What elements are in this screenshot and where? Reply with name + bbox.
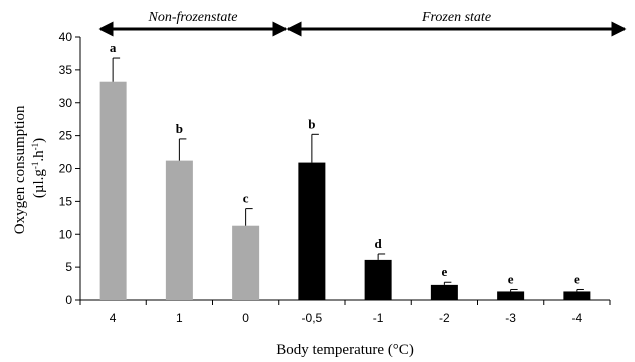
significance-label: c <box>243 191 249 206</box>
bar <box>497 291 525 300</box>
y-tick-label: 5 <box>65 260 72 274</box>
state-label: Frozen state <box>421 10 491 25</box>
bar <box>99 81 127 301</box>
significance-label: e <box>441 264 447 279</box>
significance-label: b <box>308 116 315 131</box>
x-tick-label: -3 <box>505 311 516 325</box>
y-tick-label: 15 <box>59 194 73 208</box>
significance-label: a <box>110 40 117 55</box>
bar <box>364 259 392 300</box>
significance-label: e <box>574 271 580 286</box>
y-tick-label: 35 <box>59 63 73 77</box>
y-axis-title-line1: Oxygen consumption <box>12 105 28 234</box>
bar <box>232 225 260 300</box>
y-tick-label: 30 <box>59 96 73 110</box>
x-tick-label: 1 <box>176 311 183 325</box>
y-tick-label: 20 <box>59 162 73 176</box>
x-tick-label: 0 <box>242 311 249 325</box>
y-tick-label: 10 <box>59 227 73 241</box>
x-axis-title: Body temperature (°C) <box>276 342 414 358</box>
significance-label: d <box>375 236 383 251</box>
ylabel-part-1: -1 <box>30 162 40 170</box>
y-axis-title-line2: (µl.g-1.h-1) <box>30 138 47 198</box>
ylabel-part-4: ) <box>31 138 47 143</box>
y-axis: 0 5 10 15 20 25 30 35 40 <box>59 30 81 307</box>
significance-label: e <box>508 271 514 286</box>
state-arrows: Non-frozenstate Frozen state <box>98 10 627 37</box>
bar <box>298 162 326 300</box>
bar <box>165 160 193 300</box>
x-tick-label: -2 <box>439 311 450 325</box>
ylabel-part-0: (µl.g <box>31 169 47 199</box>
y-tick-label: 25 <box>59 129 73 143</box>
x-tick-label: -4 <box>572 311 583 325</box>
x-axis: 4 1 0 -0,5 -1 -2 -3 -4 <box>79 299 611 325</box>
ylabel-part-3: -1 <box>30 143 40 151</box>
y-tick-label: 0 <box>65 293 72 307</box>
state-label: Non-frozenstate <box>148 10 238 25</box>
bar <box>563 291 591 300</box>
y-tick-label: 40 <box>59 30 73 44</box>
ylabel-part-2: .h <box>31 150 47 162</box>
bar <box>430 284 458 300</box>
y-axis-title: Oxygen consumption (µl.g-1.h-1) <box>12 102 47 235</box>
x-tick-label: -1 <box>373 311 384 325</box>
x-tick-label: 4 <box>110 311 117 325</box>
bars: a b c b d e e e <box>99 40 591 301</box>
x-tick-label: -0,5 <box>302 311 323 325</box>
significance-label: b <box>176 121 183 136</box>
